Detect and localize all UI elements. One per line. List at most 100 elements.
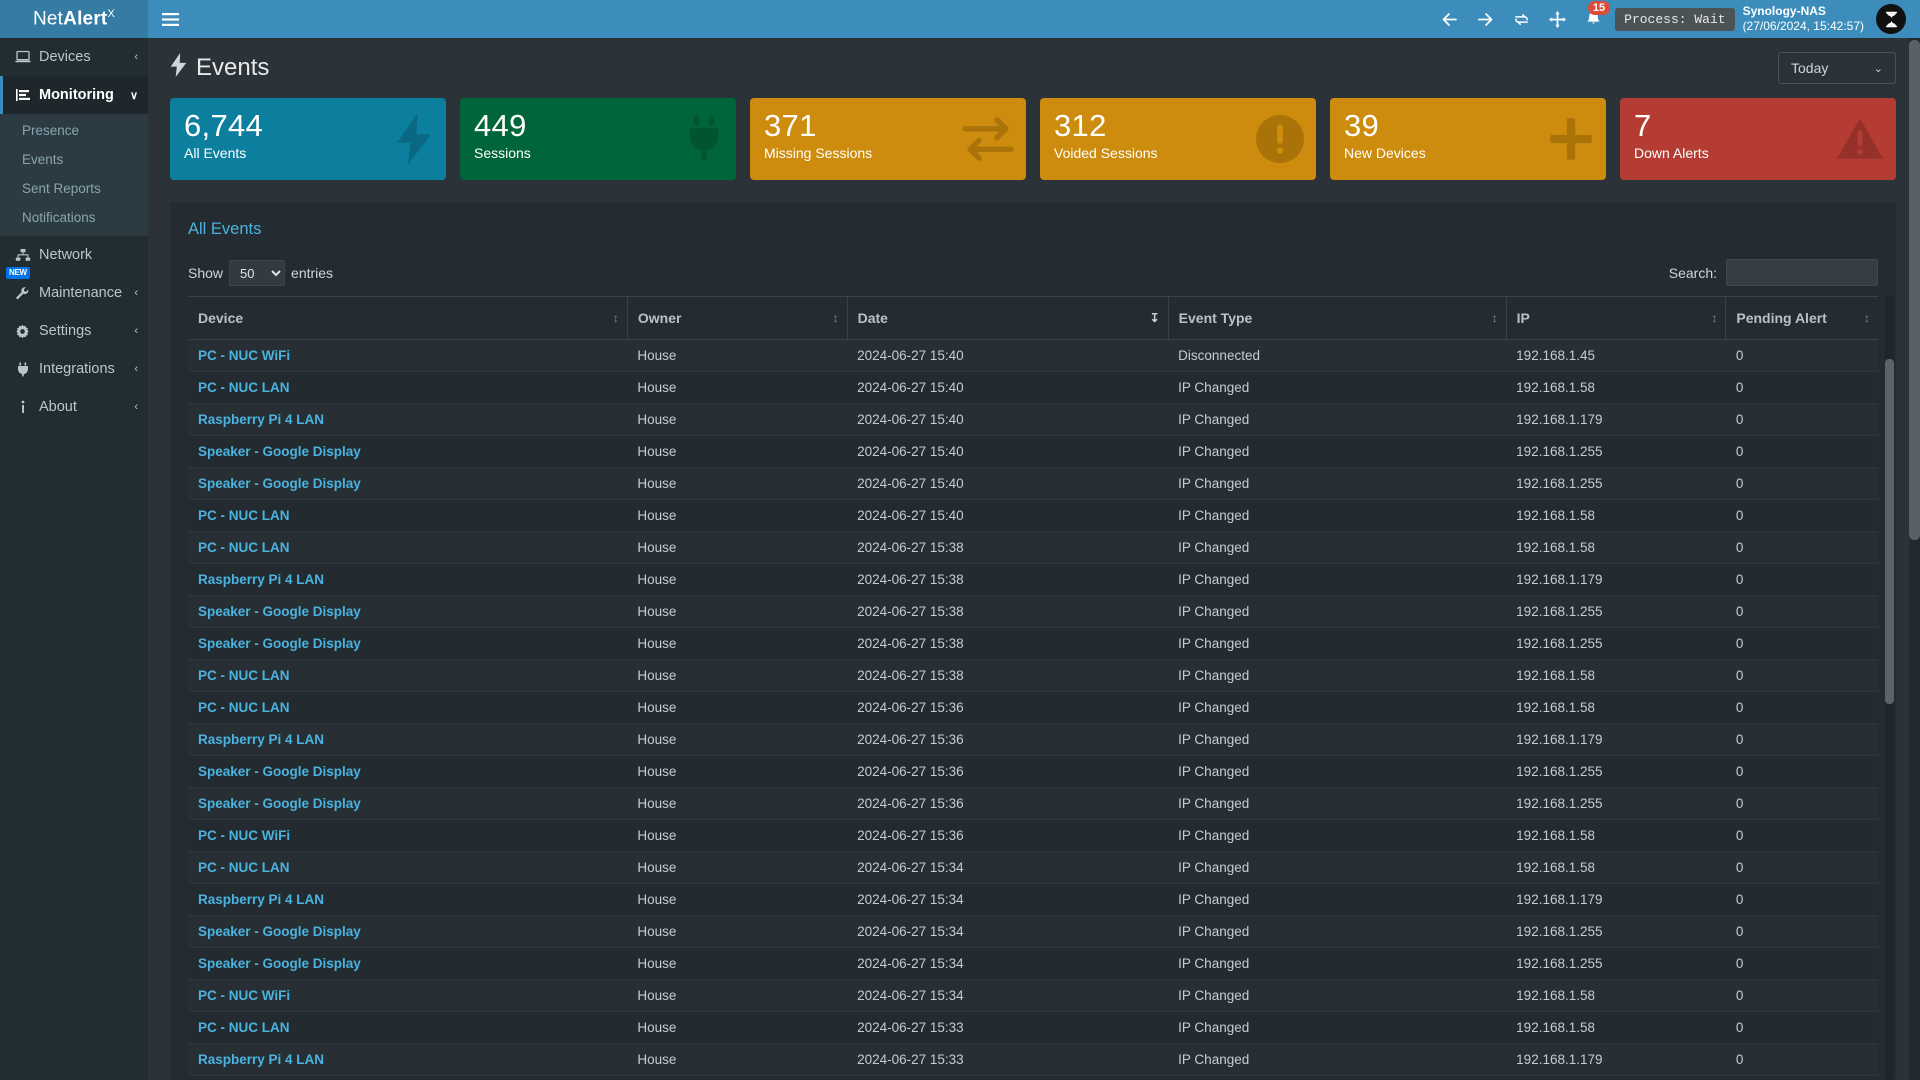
cell-device[interactable]: Speaker - Google Display	[188, 755, 628, 788]
device-link[interactable]: PC - NUC LAN	[198, 508, 290, 523]
page-scrollbar[interactable]	[1909, 38, 1920, 1080]
table-row[interactable]: Raspberry Pi 4 LAN House 2024-06-27 15:36 I…	[188, 723, 1878, 756]
device-link[interactable]: Speaker - Google Display	[198, 604, 361, 619]
sidebar-item-maintenance[interactable]: NEW Maintenance ‹	[0, 267, 148, 312]
table-row[interactable]: Raspberry Pi 4 LAN House 2024-06-27 15:38 I…	[188, 563, 1878, 596]
cell-device[interactable]: Speaker - Google Display	[188, 947, 628, 980]
device-link[interactable]: Raspberry Pi 4 LAN	[198, 892, 325, 907]
device-link[interactable]: PC - NUC LAN	[198, 668, 290, 683]
table-row[interactable]: PC - NUC WiFi House 2024-06-27 15:36 IP Cha…	[188, 819, 1878, 852]
sidebar-item-integrations[interactable]: Integrations ‹	[0, 350, 148, 388]
sidebar-subitem-presence[interactable]: Presence	[22, 123, 80, 138]
table-row[interactable]: PC - NUC LAN House 2024-06-27 15:38 IP Chan…	[188, 531, 1878, 564]
device-link[interactable]: Raspberry Pi 4 LAN	[198, 1052, 325, 1067]
device-link[interactable]: PC - NUC WiFi	[198, 988, 291, 1003]
date-range-select[interactable]: Today ⌄	[1778, 52, 1896, 84]
device-link[interactable]: Raspberry Pi 4 LAN	[198, 572, 325, 587]
cell-device[interactable]: Raspberry Pi 4 LAN	[188, 563, 628, 596]
table-scrollbar[interactable]	[1885, 296, 1894, 1080]
stat-card-new-devices[interactable]: 39 New Devices	[1330, 98, 1606, 180]
table-row[interactable]: Speaker - Google DisplayHouse2024-06-27 …	[188, 1075, 1878, 1080]
cell-device[interactable]: PC - NUC WiFi	[188, 819, 628, 852]
refresh-icon[interactable]	[1503, 0, 1539, 38]
sidebar-subitem-sent-reports[interactable]: Sent Reports	[22, 181, 101, 196]
search-input[interactable]	[1726, 259, 1878, 286]
cell-device[interactable]: PC - NUC LAN	[188, 851, 628, 884]
cell-device[interactable]: Raspberry Pi 4 LAN	[188, 1043, 628, 1076]
table-row[interactable]: PC - NUC LAN House 2024-06-27 15:40 IP Chan…	[188, 371, 1878, 404]
cell-device[interactable]: Speaker - Google Display	[188, 627, 628, 660]
device-link[interactable]: PC - NUC LAN	[198, 1020, 290, 1035]
table-row[interactable]: Raspberry Pi 4 LAN House 2024-06-27 15:33 I…	[188, 1043, 1878, 1076]
device-link[interactable]: Raspberry Pi 4 LAN	[198, 732, 325, 747]
cell-device[interactable]: PC - NUC LAN	[188, 1011, 628, 1044]
column-header-date[interactable]: Date ↧	[847, 296, 1169, 340]
cell-device[interactable]: PC - NUC WiFi	[188, 339, 628, 372]
stat-card-sessions[interactable]: 449 Sessions	[460, 98, 736, 180]
cell-device[interactable]: Raspberry Pi 4 LAN	[188, 723, 628, 756]
cell-device[interactable]: PC - NUC LAN	[188, 691, 628, 724]
sidebar-subitem-events[interactable]: Events	[22, 152, 64, 167]
arrow-left-icon[interactable]	[1431, 0, 1467, 38]
arrow-right-icon[interactable]	[1467, 0, 1503, 38]
device-link[interactable]: Speaker - Google Display	[198, 956, 361, 971]
device-link[interactable]: PC - NUC WiFi	[198, 348, 291, 363]
avatar[interactable]	[1876, 4, 1906, 34]
cell-device[interactable]: PC - NUC LAN	[188, 371, 628, 404]
table-row[interactable]: Raspberry Pi 4 LAN House 2024-06-27 15:34 I…	[188, 883, 1878, 916]
cell-device[interactable]: Speaker - Google Display	[188, 467, 628, 500]
cell-device[interactable]: Speaker - Google Display	[188, 915, 628, 948]
sidebar-item-network[interactable]: Network	[0, 236, 148, 274]
device-link[interactable]: PC - NUC LAN	[198, 860, 290, 875]
table-row[interactable]: PC - NUC LAN House 2024-06-27 15:40 IP Chan…	[188, 499, 1878, 532]
device-link[interactable]: Speaker - Google Display	[198, 924, 361, 939]
table-row[interactable]: PC - NUC LAN House 2024-06-27 15:33 IP Chan…	[188, 1011, 1878, 1044]
sidebar-item-settings[interactable]: Settings ‹	[0, 312, 148, 350]
page-length-select[interactable]: 50	[229, 259, 286, 286]
device-link[interactable]: PC - NUC LAN	[198, 540, 290, 555]
move-icon[interactable]	[1539, 0, 1575, 38]
device-link[interactable]: Speaker - Google Display	[198, 764, 361, 779]
cell-device[interactable]: Speaker - Google Display	[188, 1075, 628, 1080]
table-row[interactable]: PC - NUC LAN House 2024-06-27 15:34 IP Chan…	[188, 851, 1878, 884]
device-link[interactable]: PC - NUC LAN	[198, 700, 290, 715]
stat-card-down-alerts[interactable]: 7 Down Alerts	[1620, 98, 1896, 180]
device-link[interactable]: PC - NUC WiFi	[198, 828, 291, 843]
sidebar-item-devices[interactable]: Devices ‹	[0, 38, 148, 76]
cell-device[interactable]: PC - NUC LAN	[188, 659, 628, 692]
sidebar-item-about[interactable]: About ‹	[0, 388, 148, 426]
cell-device[interactable]: Speaker - Google Display	[188, 787, 628, 820]
cell-device[interactable]: PC - NUC WiFi	[188, 979, 628, 1012]
device-link[interactable]: Speaker - Google Display	[198, 636, 361, 651]
stat-card-voided-sessions[interactable]: 312 Voided Sessions	[1040, 98, 1316, 180]
device-link[interactable]: PC - NUC LAN	[198, 380, 290, 395]
device-link[interactable]: Speaker - Google Display	[198, 476, 361, 491]
table-row[interactable]: PC - NUC WiFi House 2024-06-27 15:40 Discon…	[188, 339, 1878, 372]
bell-icon[interactable]: 15	[1575, 0, 1611, 38]
table-scrollbar-thumb[interactable]	[1885, 358, 1894, 704]
table-row[interactable]: Raspberry Pi 4 LAN House 2024-06-27 15:40 I…	[188, 403, 1878, 436]
table-row[interactable]: PC - NUC LAN House 2024-06-27 15:38 IP Chan…	[188, 659, 1878, 692]
device-link[interactable]: Raspberry Pi 4 LAN	[198, 412, 325, 427]
column-header-ip[interactable]: IP ↕	[1506, 296, 1727, 340]
cell-device[interactable]: Raspberry Pi 4 LAN	[188, 403, 628, 436]
table-row[interactable]: PC - NUC WiFi House 2024-06-27 15:34 IP Cha…	[188, 979, 1878, 1012]
sidebar-subitem-notifications[interactable]: Notifications	[22, 210, 96, 225]
cell-device[interactable]: PC - NUC LAN	[188, 531, 628, 564]
table-row[interactable]: PC - NUC LAN House 2024-06-27 15:36 IP Chan…	[188, 691, 1878, 724]
cell-device[interactable]: PC - NUC LAN	[188, 499, 628, 532]
stat-card-all-events[interactable]: 6,744 All Events	[170, 98, 446, 180]
device-link[interactable]: Speaker - Google Display	[198, 444, 361, 459]
hamburger-menu-icon[interactable]	[148, 0, 192, 38]
device-link[interactable]: Speaker - Google Display	[198, 796, 361, 811]
cell-device[interactable]: Speaker - Google Display	[188, 595, 628, 628]
sidebar-item-monitoring[interactable]: Monitoring ∨	[0, 76, 148, 114]
stat-card-missing-sessions[interactable]: 371 Missing Sessions	[750, 98, 1026, 180]
page-scrollbar-thumb[interactable]	[1909, 40, 1920, 541]
cell-device[interactable]: Speaker - Google Display	[188, 435, 628, 468]
